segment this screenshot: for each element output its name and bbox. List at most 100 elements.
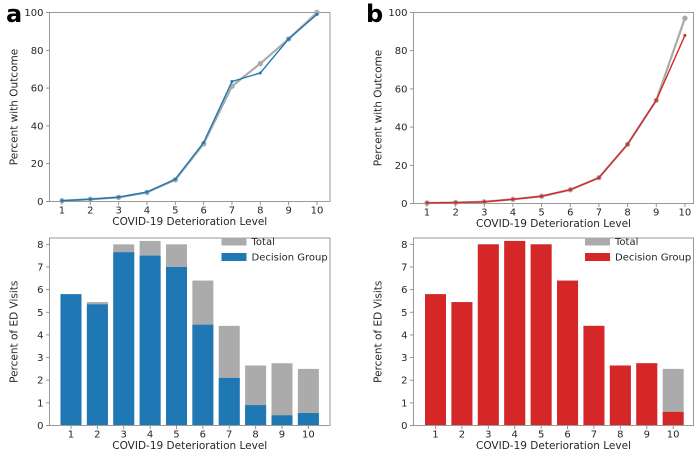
x-tick-label: 8 bbox=[257, 206, 263, 217]
x-axis-label: COVID-19 Deterioration Level bbox=[476, 440, 631, 450]
x-tick-label: 5 bbox=[538, 430, 544, 441]
series-marker-total bbox=[257, 60, 263, 67]
x-tick-label: 8 bbox=[617, 430, 623, 441]
y-tick-label: 1 bbox=[37, 398, 43, 409]
y-tick-label: 20 bbox=[31, 159, 44, 170]
bar-total bbox=[662, 368, 684, 426]
x-tick-label: 5 bbox=[172, 206, 178, 217]
x-tick-label: 8 bbox=[624, 208, 630, 219]
x-tick-label: 9 bbox=[285, 206, 291, 217]
bar-decision-group bbox=[583, 325, 605, 426]
series-marker-decision-group bbox=[202, 141, 206, 145]
bar-decision-group bbox=[477, 244, 499, 426]
series-marker-decision-group bbox=[60, 199, 64, 203]
x-tick-label: 8 bbox=[252, 430, 258, 441]
bar-decision-group bbox=[557, 280, 579, 426]
y-tick-label: 60 bbox=[31, 84, 44, 95]
y-tick-label: 0 bbox=[37, 197, 43, 208]
y-tick-label: 0 bbox=[401, 421, 407, 432]
legend-label: Total bbox=[251, 237, 275, 248]
x-tick-label: 6 bbox=[200, 430, 206, 441]
legend-label: Decision Group bbox=[252, 253, 328, 264]
x-tick-label: 5 bbox=[173, 430, 179, 441]
series-marker-decision-group bbox=[287, 37, 291, 41]
series-marker-decision-group bbox=[626, 142, 630, 146]
series-line-total bbox=[426, 17, 686, 205]
bar-decision-group bbox=[424, 294, 446, 426]
x-tick-label: 4 bbox=[144, 206, 150, 217]
y-tick-label: 0 bbox=[401, 199, 407, 210]
series-line-decision-group bbox=[426, 35, 686, 204]
x-tick-label: 2 bbox=[459, 430, 465, 441]
y-axis-label: Percent of ED Visits bbox=[373, 281, 385, 383]
y-tick-label: 2 bbox=[37, 376, 43, 387]
x-tick-label: 6 bbox=[567, 208, 573, 219]
y-tick-label: 4 bbox=[37, 330, 43, 341]
x-tick-label: 6 bbox=[200, 206, 206, 217]
bar-decision-group bbox=[297, 413, 319, 426]
series-line-total bbox=[61, 11, 318, 202]
y-axis-label: Percent of ED Visits bbox=[9, 281, 21, 383]
x-tick-label: 4 bbox=[147, 430, 153, 441]
x-tick-label: 7 bbox=[226, 430, 232, 441]
bar-decision-group bbox=[192, 324, 214, 426]
series-marker-decision-group bbox=[88, 197, 92, 201]
series-marker-decision-group bbox=[568, 188, 572, 192]
y-tick-label: 80 bbox=[395, 46, 408, 57]
series-marker-decision-group bbox=[145, 190, 149, 194]
x-tick-label: 10 bbox=[679, 208, 692, 219]
x-tick-label: 9 bbox=[644, 430, 650, 441]
y-tick-label: 2 bbox=[401, 376, 407, 387]
bar-decision-group bbox=[165, 266, 187, 426]
bar-decision-group bbox=[86, 304, 108, 426]
panel-label-a: a bbox=[6, 0, 23, 28]
series-marker-decision-group bbox=[597, 176, 601, 180]
y-tick-label: 1 bbox=[401, 398, 407, 409]
x-tick-label: 4 bbox=[512, 430, 518, 441]
y-tick-label: 5 bbox=[401, 308, 407, 319]
y-tick-label: 100 bbox=[24, 8, 43, 19]
y-tick-label: 100 bbox=[388, 8, 407, 19]
y-tick-label: 7 bbox=[37, 262, 43, 273]
plot-frame bbox=[413, 237, 694, 426]
bar-decision-group bbox=[636, 363, 658, 426]
legend-label: Total bbox=[614, 237, 638, 248]
bar-decision-group bbox=[530, 244, 552, 426]
y-tick-label: 20 bbox=[395, 161, 408, 172]
series-marker-decision-group bbox=[683, 33, 687, 37]
bar-decision-group bbox=[245, 405, 267, 426]
x-tick-label: 10 bbox=[311, 206, 324, 217]
panel-label-b: b bbox=[366, 0, 384, 28]
x-tick-label: 3 bbox=[481, 208, 487, 219]
legend-swatch-decision-group bbox=[585, 253, 610, 261]
y-tick-label: 8 bbox=[401, 240, 407, 251]
bar-decision-group bbox=[504, 240, 526, 426]
y-tick-label: 60 bbox=[395, 84, 408, 95]
x-tick-label: 1 bbox=[68, 430, 74, 441]
series-marker-decision-group bbox=[654, 98, 658, 102]
y-tick-label: 5 bbox=[37, 308, 43, 319]
x-tick-label: 5 bbox=[538, 208, 544, 219]
x-axis-label: COVID-19 Deterioration Level bbox=[112, 216, 267, 228]
x-tick-label: 6 bbox=[564, 430, 570, 441]
series-marker-decision-group bbox=[230, 79, 234, 83]
x-axis-label: COVID-19 Deterioration Level bbox=[476, 218, 631, 230]
bar-total bbox=[297, 368, 319, 426]
series-marker-decision-group bbox=[258, 71, 262, 75]
x-tick-label: 9 bbox=[279, 430, 285, 441]
x-tick-label: 7 bbox=[596, 208, 602, 219]
bar-decision-group bbox=[271, 415, 293, 426]
bar-decision-group bbox=[139, 255, 161, 426]
y-tick-label: 3 bbox=[401, 353, 407, 364]
series-marker-decision-group bbox=[540, 194, 544, 198]
series-marker-decision-group bbox=[511, 197, 515, 201]
x-tick-label: 2 bbox=[452, 208, 458, 219]
legend-swatch-decision-group bbox=[221, 253, 247, 261]
x-tick-label: 3 bbox=[485, 430, 491, 441]
x-tick-label: 3 bbox=[121, 430, 127, 441]
